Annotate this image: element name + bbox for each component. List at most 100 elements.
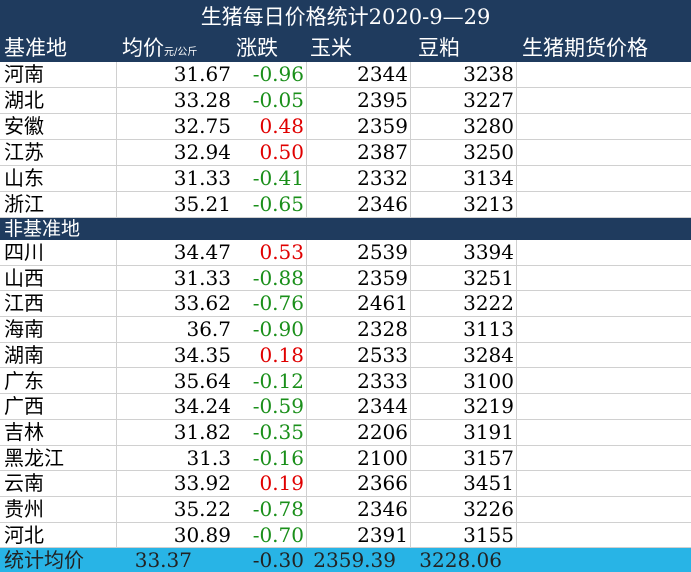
region-cell: 江苏	[4, 140, 44, 164]
corn-cell: 2366	[357, 471, 408, 496]
region-cell: 安徽	[4, 114, 44, 138]
table-row: 山东 31.33 -0.41 2332 3134	[0, 166, 691, 192]
change-cell: -0.90	[252, 317, 304, 342]
region-cell: 河南	[4, 62, 44, 86]
region-cell: 吉林	[4, 419, 44, 444]
avg-cell: 30.89	[173, 522, 231, 547]
change-cell: -0.35	[252, 419, 304, 444]
soy-cell: 3157	[463, 445, 514, 470]
region-cell: 江西	[4, 291, 44, 316]
table-row: 云南 33.92 0.19 2366 3451	[0, 471, 691, 497]
change-cell: 0.48	[259, 114, 304, 138]
change-cell: -0.05	[252, 88, 304, 112]
region-cell: 山东	[4, 166, 44, 190]
soy-cell: 3219	[463, 394, 514, 419]
corn-cell: 2332	[357, 166, 408, 190]
table-row: 海南 36.7 -0.90 2328 3113	[0, 317, 691, 343]
avg-cell: 31.3	[186, 445, 231, 470]
avg-cell: 34.24	[173, 394, 231, 419]
table-row: 安徽 32.75 0.48 2359 3280	[0, 114, 691, 140]
corn-cell: 2391	[357, 522, 408, 547]
header-futures: 生猪期货价格	[522, 36, 648, 60]
region-cell: 广西	[4, 394, 44, 419]
table-row: 河南 31.67 -0.96 2344 3238	[0, 62, 691, 88]
corn-cell: 2359	[357, 114, 408, 138]
change-cell: -0.96	[252, 62, 304, 86]
soy-cell: 3155	[463, 522, 514, 547]
grid-line	[116, 62, 117, 218]
soy-cell: 3251	[463, 265, 514, 290]
avg-cell: 31.82	[173, 419, 231, 444]
footer-corn: 2359.39	[313, 548, 396, 572]
avg-cell: 32.94	[173, 140, 231, 164]
avg-cell: 35.22	[173, 497, 231, 521]
soy-cell: 3227	[463, 88, 514, 112]
table-row: 湖南 34.35 0.18 2533 3284	[0, 343, 691, 369]
footer-label: 统计均价	[4, 548, 84, 572]
avg-cell: 31.67	[173, 62, 231, 86]
soy-cell: 3134	[463, 166, 514, 190]
corn-cell: 2461	[357, 291, 408, 316]
region-cell: 云南	[4, 471, 44, 496]
footer-row: 统计均价 33.37 -0.30 2359.39 3228.06	[0, 548, 691, 572]
region-cell: 湖南	[4, 342, 44, 367]
footer-soy: 3228.06	[419, 548, 502, 572]
change-cell: -0.59	[252, 394, 304, 419]
table-row: 湖北 33.28 -0.05 2395 3227	[0, 88, 691, 114]
soy-cell: 3250	[463, 140, 514, 164]
region-cell: 广东	[4, 368, 44, 393]
avg-cell: 36.7	[186, 317, 231, 342]
avg-cell: 31.33	[173, 166, 231, 190]
grid-line	[306, 62, 307, 218]
table-row: 贵州 35.22 -0.78 2346 3226	[0, 497, 691, 523]
soy-cell: 3394	[463, 240, 514, 264]
change-cell: -0.41	[252, 166, 304, 190]
footer-avg: 33.37	[134, 548, 192, 572]
soy-cell: 3451	[463, 471, 514, 496]
corn-cell: 2333	[357, 368, 408, 393]
header-corn: 玉米	[310, 36, 352, 60]
soy-cell: 3284	[463, 342, 514, 367]
header-region: 基准地	[4, 36, 67, 60]
corn-cell: 2533	[357, 342, 408, 367]
corn-cell: 2346	[357, 497, 408, 521]
soy-cell: 3238	[463, 62, 514, 86]
corn-cell: 2328	[357, 317, 408, 342]
corn-cell: 2344	[357, 62, 408, 86]
table-row: 江苏 32.94 0.50 2387 3250	[0, 140, 691, 166]
corn-cell: 2346	[357, 192, 408, 216]
corn-cell: 2387	[357, 140, 408, 164]
corn-cell: 2206	[357, 419, 408, 444]
header-row: 基准地 均价元/公斤 涨跌 玉米 豆粕 生猪期货价格	[0, 34, 691, 62]
sheet-title: 生猪每日价格统计2020-9—29	[0, 0, 691, 34]
region-cell: 黑龙江	[4, 445, 64, 470]
table-row: 广东 35.64 -0.12 2333 3100	[0, 369, 691, 395]
table-row: 广西 34.24 -0.59 2344 3219	[0, 394, 691, 420]
region-cell: 海南	[4, 317, 44, 342]
table-row: 山西 31.33 -0.88 2359 3251	[0, 266, 691, 292]
table-row: 浙江 35.21 -0.65 2346 3213	[0, 192, 691, 218]
avg-cell: 31.33	[173, 265, 231, 290]
avg-cell: 35.64	[173, 368, 231, 393]
table-row: 河北 30.89 -0.70 2391 3155	[0, 523, 691, 549]
avg-cell: 34.35	[173, 342, 231, 367]
change-cell: -0.76	[252, 291, 304, 316]
change-cell: 0.18	[259, 342, 304, 367]
corn-cell: 2395	[357, 88, 408, 112]
section-nonbase: 非基准地	[0, 218, 691, 240]
region-cell: 山西	[4, 265, 44, 290]
table-row: 吉林 31.82 -0.35 2206 3191	[0, 420, 691, 446]
grid-line	[410, 62, 411, 218]
header-soy: 豆粕	[418, 36, 460, 60]
change-cell: 0.53	[259, 240, 304, 264]
change-cell: -0.88	[252, 265, 304, 290]
avg-cell: 32.75	[173, 114, 231, 138]
region-cell: 浙江	[4, 192, 44, 216]
soy-cell: 3226	[463, 497, 514, 521]
grid-line	[410, 240, 411, 548]
soy-cell: 3100	[463, 368, 514, 393]
change-cell: -0.65	[252, 192, 304, 216]
table-row: 黑龙江 31.3 -0.16 2100 3157	[0, 446, 691, 472]
corn-cell: 2344	[357, 394, 408, 419]
